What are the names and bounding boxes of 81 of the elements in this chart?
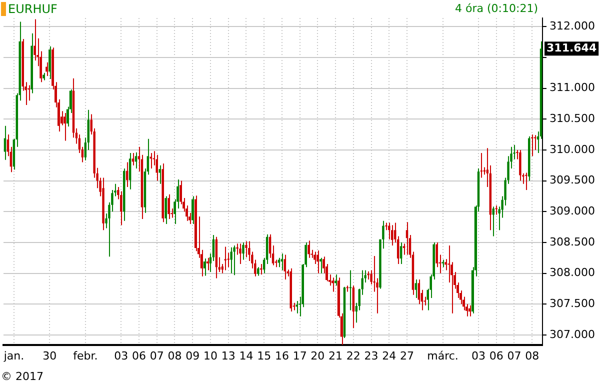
y-tick-label: 307.000 — [550, 328, 596, 341]
candlestick — [168, 194, 170, 220]
candlestick — [203, 258, 206, 276]
x-tick-label: 03 — [471, 349, 486, 362]
x-tick-label: 08 — [525, 349, 540, 362]
candlestick — [320, 257, 322, 274]
candlestick — [34, 18, 36, 62]
candlestick — [233, 245, 236, 276]
x-tick-label: 14 — [239, 349, 254, 362]
candlestick — [206, 257, 209, 271]
y-tick-label: 308.000 — [550, 266, 596, 280]
candlestick — [48, 46, 51, 80]
x-tick-label: 07 — [150, 349, 164, 362]
candlestick — [180, 180, 182, 205]
y-tick-label: 308.500 — [550, 235, 596, 248]
x-tick-label: 03 — [114, 349, 128, 362]
x-tick-label: 20 — [310, 349, 325, 362]
text: 311.644 — [546, 41, 597, 54]
candlestick — [278, 257, 280, 268]
x-tick-label: 17 — [292, 349, 307, 362]
x-tick-label: 10 — [203, 349, 218, 362]
candlestick — [444, 258, 447, 271]
x-tick-label: 15 — [257, 349, 272, 362]
candlestick — [242, 242, 244, 260]
candlestick — [525, 172, 528, 191]
candlestick — [448, 245, 450, 284]
candlestick — [331, 277, 334, 292]
candlestick — [158, 164, 161, 184]
candlestick — [436, 242, 438, 268]
chart-title: EURHUF — [8, 2, 58, 16]
candlestick — [120, 190, 122, 226]
x-tick-label: 27 — [400, 349, 414, 362]
x-tick-label: jan. — [2, 349, 24, 362]
candlestick — [164, 196, 167, 224]
y-tick-label: 312.000 — [550, 19, 596, 32]
x-tick-label: 30 — [42, 349, 57, 362]
candlestick — [402, 243, 406, 256]
text: © 2017 — [1, 370, 44, 383]
candlestick — [414, 278, 418, 298]
candlestick — [28, 84, 30, 102]
candlestick — [284, 254, 286, 280]
x-tick-label: 24 — [382, 349, 396, 362]
candlestick — [400, 242, 402, 265]
y-tick-label: 311.000 — [550, 81, 596, 94]
x-tick-label: 16 — [274, 349, 289, 362]
candlestick — [308, 240, 310, 258]
x-tick-label: márc. — [427, 349, 458, 362]
candlestick — [495, 204, 498, 216]
x-tick-label: 08 — [168, 349, 182, 362]
candlestick — [224, 246, 226, 271]
candlestick — [156, 154, 158, 182]
y-tick-label: 309.500 — [550, 174, 596, 187]
x-tick-label: 13 — [221, 349, 236, 362]
candlestick — [334, 274, 337, 286]
x-tick-label: 21 — [328, 349, 343, 362]
x-tick-label: 09 — [186, 349, 200, 362]
candlestick — [4, 125, 6, 160]
y-tick-label: 309.000 — [550, 204, 596, 218]
candlestick — [63, 112, 66, 142]
x-tick-label: febr. — [73, 349, 98, 362]
candlestick — [418, 278, 420, 305]
candlestick — [239, 243, 242, 265]
y-tick-label: 310.000 — [550, 142, 596, 156]
x-tick-label: 06 — [489, 349, 504, 362]
y-tick-label: 310.500 — [550, 112, 596, 125]
x-tick-label: 22 — [346, 349, 360, 362]
candlestick — [245, 240, 248, 258]
x-tick-label: 06 — [132, 349, 146, 362]
candlestick — [314, 251, 316, 265]
text: 4 óra (0:10:21) — [455, 2, 538, 15]
candlestick — [280, 253, 284, 271]
y-tick-label: 307.500 — [550, 296, 596, 310]
x-tick-label: 23 — [364, 349, 378, 362]
candlestick — [316, 250, 319, 274]
candlestick — [230, 246, 232, 274]
candlestick — [46, 62, 48, 76]
candlestick — [296, 300, 298, 314]
candlestick — [519, 149, 522, 182]
candlestick — [391, 224, 394, 246]
x-tick-label: 07 — [507, 349, 522, 362]
candlestick — [150, 152, 152, 169]
